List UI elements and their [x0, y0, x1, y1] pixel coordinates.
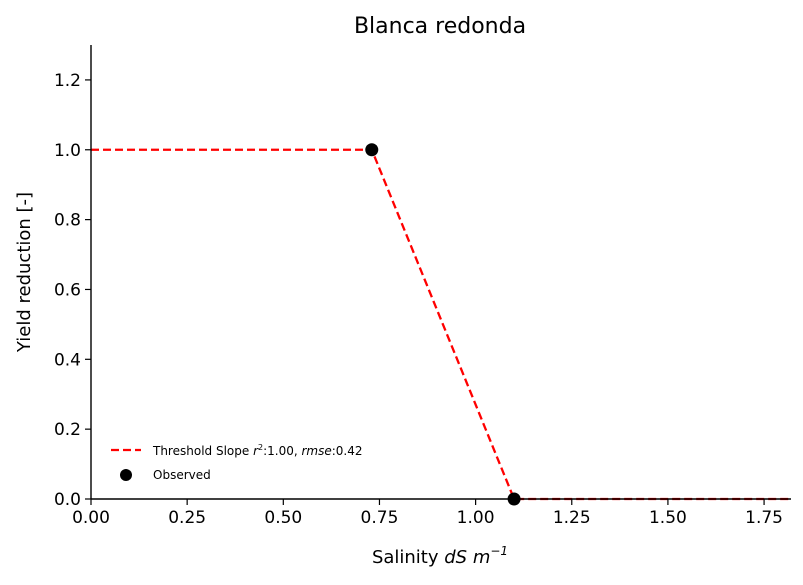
legend-line-label: Threshold Slope r2:1.00, rmse:0.42: [152, 443, 363, 458]
x-axis-label-sup: −1: [490, 544, 508, 558]
legend-line-label-rmse: rmse: [301, 444, 331, 458]
y-axis-label: Yield reduction [-]: [14, 192, 35, 353]
chart-title: Blanca redonda: [354, 14, 526, 39]
x-axis-label: Salinity dS m−1: [372, 544, 508, 568]
x-ticks: 0.00 0.25 0.50 0.75 1.00 1.25 1.50 1.75: [72, 499, 783, 528]
x-tick-label: 1.75: [745, 508, 783, 528]
x-axis-label-prefix: Salinity: [372, 547, 444, 568]
y-ticks: 0.0 0.2 0.4 0.6 0.8 1.0 1.2: [54, 71, 91, 510]
x-tick-label: 0.25: [168, 508, 206, 528]
y-tick-label: 1.2: [54, 71, 81, 91]
y-tick-label: 0.0: [54, 490, 81, 510]
legend-line-label-mid: :1.00,: [263, 444, 301, 458]
x-tick-label: 1.25: [553, 508, 591, 528]
legend: Threshold Slope r2:1.00, rmse:0.42 Obser…: [111, 443, 363, 482]
x-tick-label: 0.50: [264, 508, 302, 528]
x-tick-label: 1.50: [649, 508, 687, 528]
x-tick-label: 1.00: [457, 508, 495, 528]
legend-scatter-label: Observed: [153, 468, 211, 482]
y-tick-label: 0.6: [54, 280, 81, 300]
x-axis-label-math: dS m: [444, 547, 490, 568]
y-tick-label: 1.0: [54, 141, 81, 161]
y-tick-label: 0.2: [54, 420, 81, 440]
observed-point: [365, 143, 379, 157]
legend-line-label-prefix: Threshold Slope: [152, 444, 253, 458]
x-tick-label: 0.75: [361, 508, 399, 528]
x-tick-label: 0.00: [72, 508, 110, 528]
y-tick-label: 0.4: [54, 350, 81, 370]
legend-line-label-r-sup: 2: [258, 443, 263, 452]
legend-scatter-swatch: [120, 469, 132, 481]
legend-line-label-r: r: [253, 444, 259, 458]
legend-line-label-end: :0.42: [332, 444, 363, 458]
y-tick-label: 0.8: [54, 211, 81, 231]
